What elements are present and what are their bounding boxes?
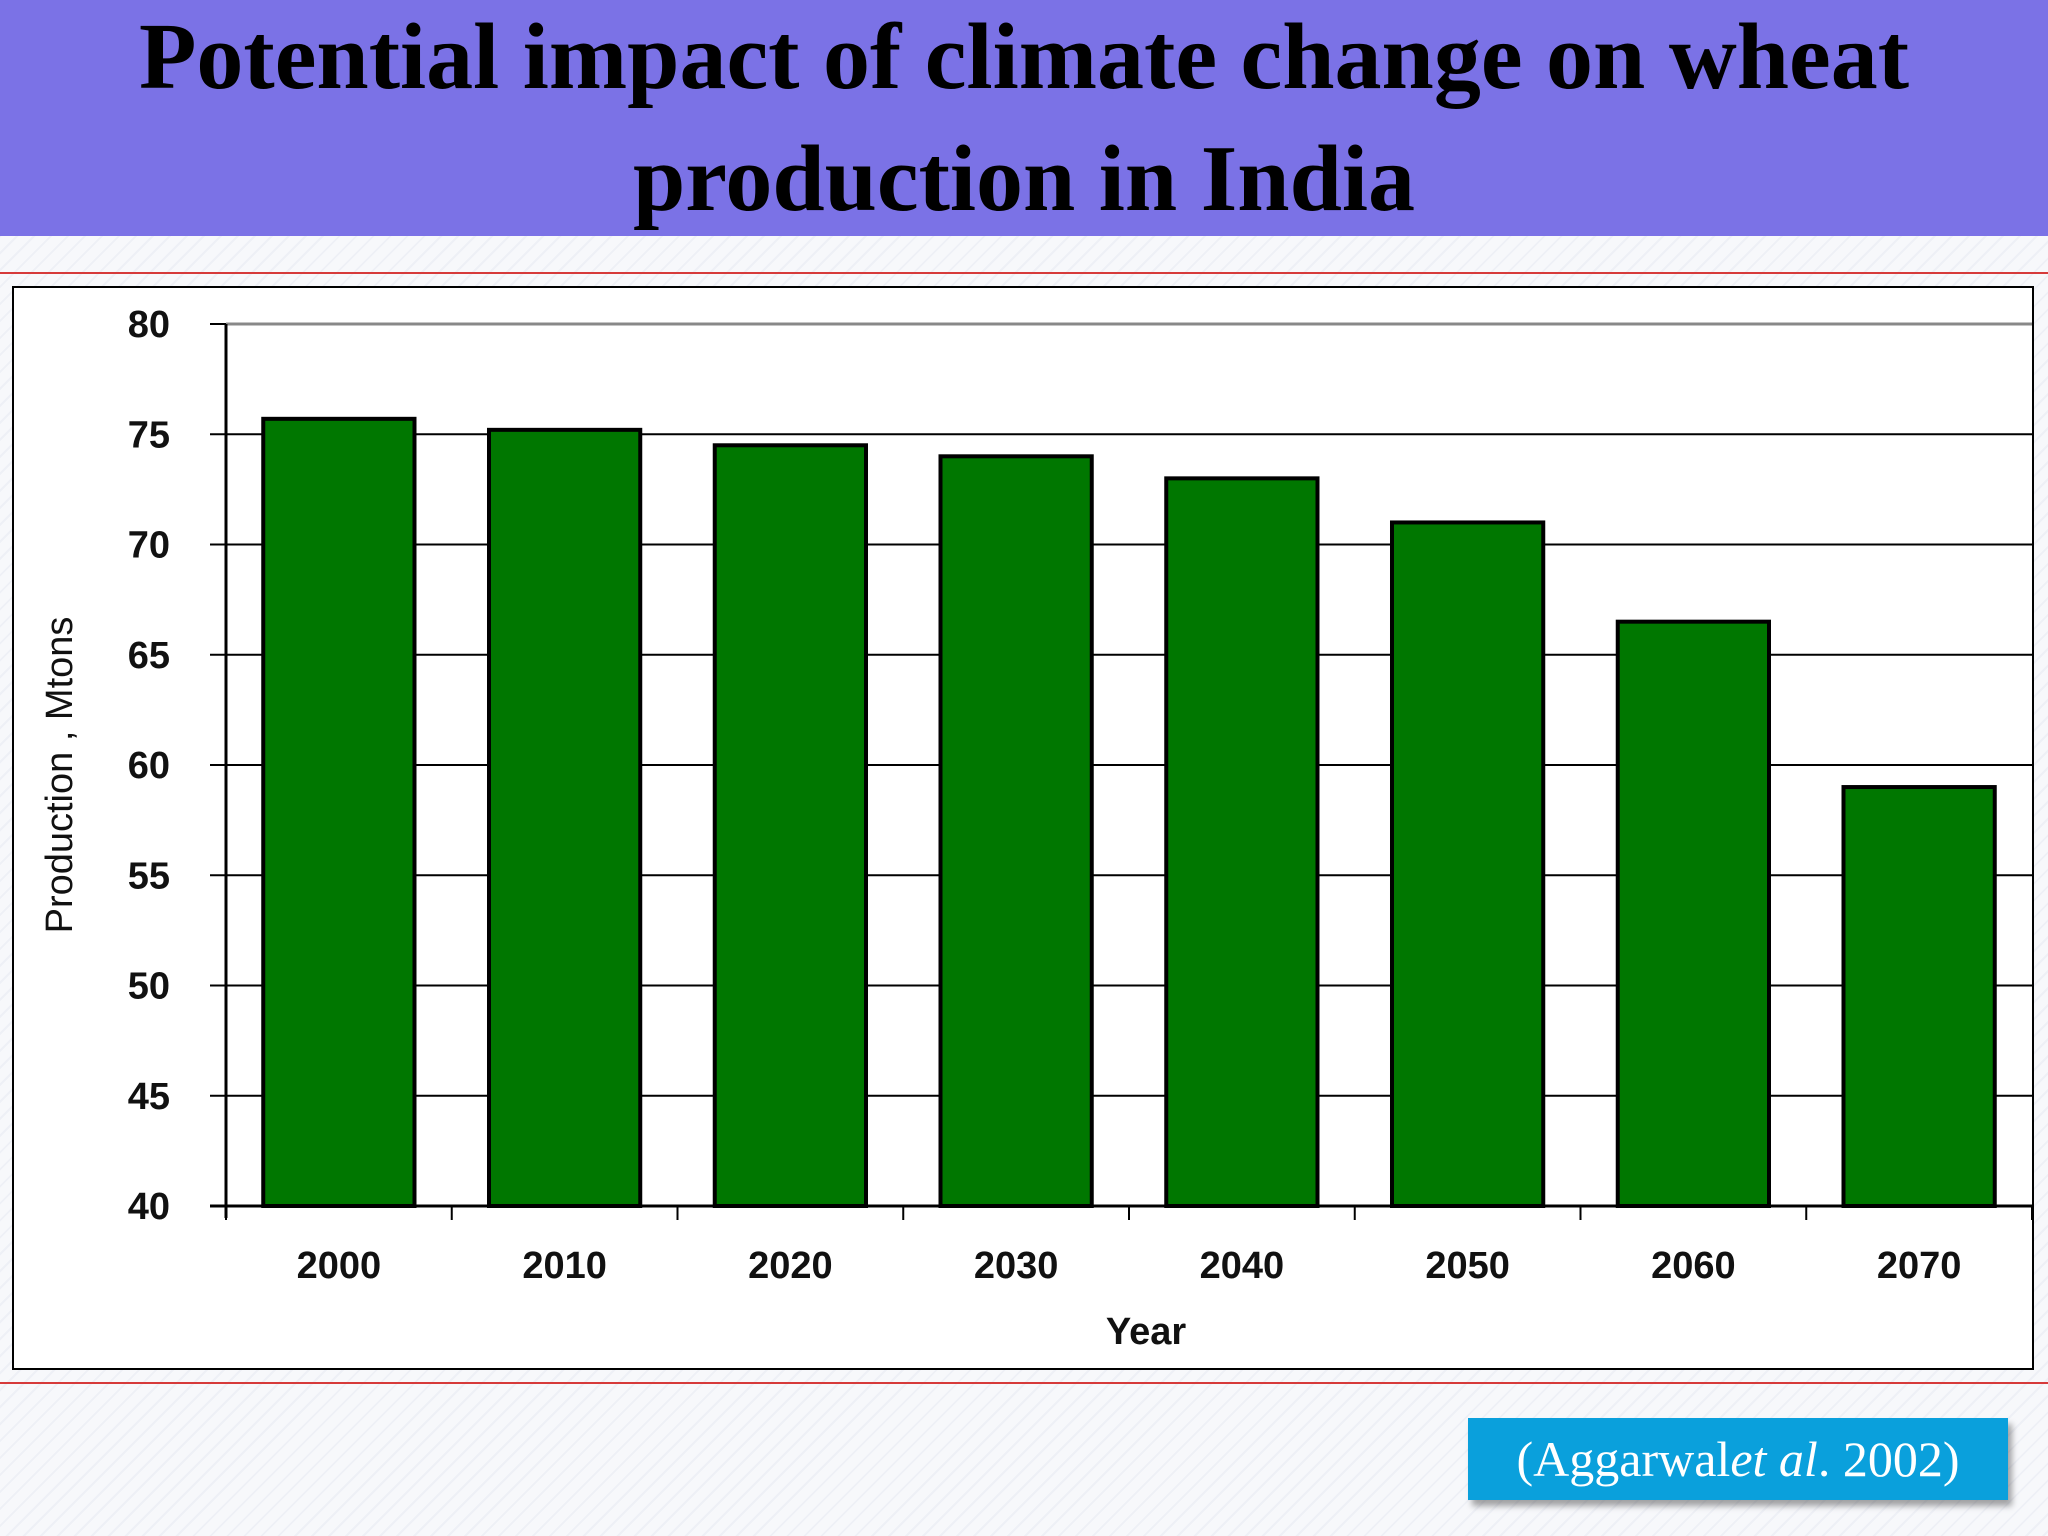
bar-chart: 40 45 50 55 60 65 70 75 80 2000 2010 2020 2030 2040 20…: [12, 286, 2034, 1370]
bar: [1389, 520, 1546, 1208]
x-tick-label: 2050: [1425, 1245, 1510, 1287]
y-tick-label: 55: [128, 855, 170, 897]
y-axis-title: Production , Mtons: [39, 617, 81, 934]
title-band: Potential impact of climate change on wh…: [0, 0, 2048, 236]
y-tick-label: 40: [128, 1186, 170, 1228]
x-tick-label: 2040: [1200, 1245, 1285, 1287]
bar: [261, 416, 417, 1208]
x-tick-label: 2070: [1877, 1245, 1962, 1287]
citation-italic: et al: [1730, 1431, 1818, 1487]
x-tick-label: 2060: [1651, 1245, 1736, 1287]
bar: [1615, 619, 1772, 1208]
y-tick-label: 70: [128, 525, 170, 567]
x-tick-label: 2000: [297, 1245, 382, 1287]
top-rule-line: [0, 272, 2048, 274]
y-tick-label: 50: [128, 966, 170, 1008]
slide-title: Potential impact of climate change on wh…: [138, 5, 1910, 231]
x-tick-label: 2030: [974, 1245, 1059, 1287]
y-tick-label: 45: [128, 1076, 170, 1118]
citation-open: (Aggarwal: [1516, 1431, 1731, 1487]
x-axis-title: Year: [1106, 1311, 1187, 1353]
bar: [938, 454, 1094, 1209]
bar: [486, 427, 643, 1208]
bar: [1841, 785, 1997, 1208]
x-tick-label: 2020: [748, 1245, 833, 1287]
x-tick-label: 2010: [522, 1245, 607, 1287]
y-tick-label: 80: [128, 304, 170, 346]
y-tick-label: 65: [128, 635, 170, 677]
chart-canvas: 40 45 50 55 60 65 70 75 80 2000 2010 2020 2030 2040 20…: [39, 304, 2032, 1353]
y-tick-label: 75: [128, 414, 170, 456]
bottom-rule-line: [0, 1382, 2048, 1384]
citation-badge: (Aggarwal et al. 2002): [1468, 1418, 2008, 1500]
bar: [1164, 476, 1320, 1209]
citation-close: . 2002): [1817, 1431, 1960, 1487]
y-tick-label: 60: [128, 745, 170, 787]
bar: [712, 443, 869, 1208]
